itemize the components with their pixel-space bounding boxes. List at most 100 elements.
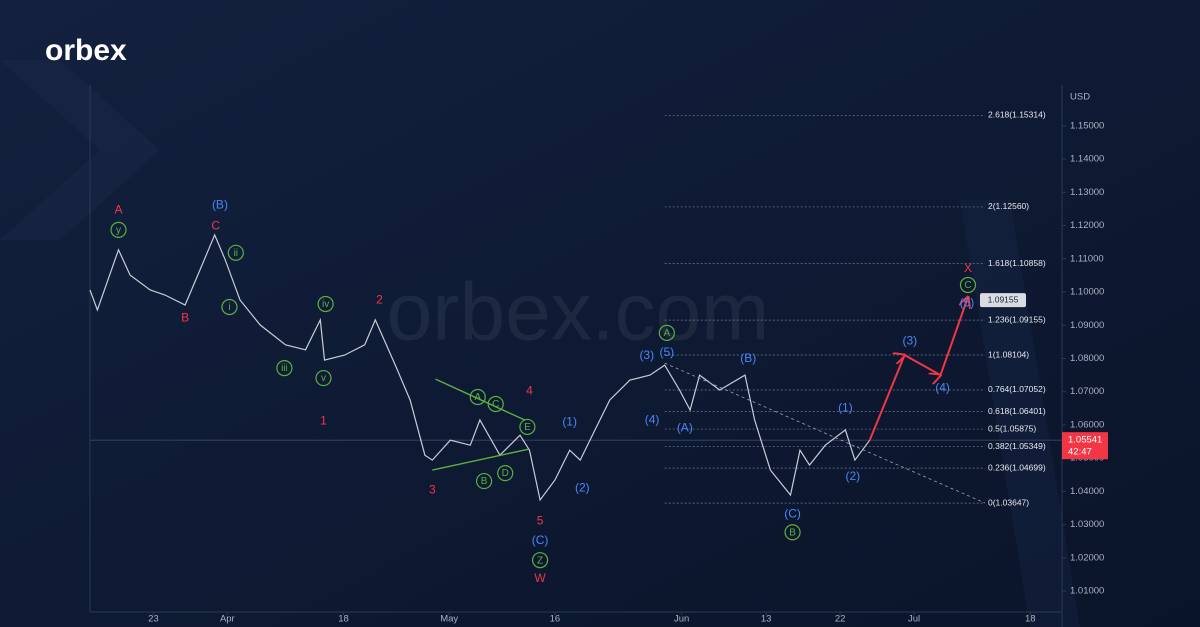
fib-label: 1(1.08104)	[988, 349, 1029, 359]
decor	[0, 60, 160, 240]
wave-circle	[221, 298, 238, 316]
wave-label: A	[115, 203, 123, 217]
wave-label: (4)	[935, 381, 950, 395]
wave-circle	[658, 324, 675, 341]
fib-label: 0.236(1.04699)	[988, 462, 1046, 472]
wave-circle	[110, 221, 127, 238]
wave-label: C	[964, 280, 971, 291]
x-tick-label: 23	[148, 614, 159, 625]
y-tick-label: 1.08000	[1070, 353, 1104, 364]
y-tick-label: 1.03000	[1070, 519, 1104, 530]
wave-label: C	[211, 219, 220, 233]
wave-label: (1)	[562, 415, 577, 429]
x-tick-label: 16	[550, 614, 561, 625]
wave-label: W	[534, 571, 546, 585]
wave-label: B	[181, 311, 189, 325]
wave-circle	[784, 524, 801, 541]
x-tick-label: 22	[835, 614, 846, 625]
wave-circle	[487, 395, 504, 413]
wave-circle	[959, 276, 977, 294]
y-tick-label: 1.07000	[1070, 386, 1104, 397]
x-tick-label: 18	[1025, 614, 1036, 625]
y-tick-label: 1.15000	[1070, 120, 1104, 131]
y-tick-label: 1.02000	[1070, 552, 1104, 563]
wave-circle	[315, 369, 332, 387]
fib-label: 1.618(1.10858)	[988, 258, 1046, 268]
wave-label: ii	[234, 248, 238, 259]
logo: orbex	[45, 34, 127, 67]
y-tick-label: 1.12000	[1070, 220, 1104, 231]
y-tick-label: 1.06000	[1070, 419, 1104, 430]
x-tick-label: 18	[338, 614, 349, 625]
fib-label: 1.236(1.09155)	[988, 314, 1046, 324]
wave-label: (5)	[660, 345, 675, 359]
wave-label: (3)	[639, 348, 654, 362]
wave-label: (B)	[212, 198, 228, 212]
wave-label: iv	[322, 299, 329, 310]
x-tick-label: May	[440, 614, 458, 625]
wave-label: D	[502, 468, 509, 479]
price-tag	[1062, 432, 1108, 460]
y-tick-label: 1.14000	[1070, 154, 1104, 165]
x-tick-label: 13	[761, 614, 772, 625]
watermark: orbex.com	[387, 267, 770, 358]
wave-line	[868, 297, 968, 441]
wave-label: X	[964, 261, 972, 275]
fib-label: 2.618(1.15314)	[988, 110, 1046, 120]
wave-circle	[519, 418, 536, 436]
wave-label: (B)	[740, 351, 756, 365]
fib-label: 0.382(1.05349)	[988, 441, 1046, 451]
wave-circle	[317, 295, 334, 313]
wave-label: A	[474, 392, 481, 403]
wave-label: (4)	[645, 413, 660, 427]
target-tag-label: 1.09155	[988, 294, 1019, 304]
fib-label: 2(1.12560)	[988, 201, 1029, 211]
wave-label: (C)	[784, 507, 801, 521]
wave-label: (2)	[845, 469, 860, 483]
wave-label: 4	[526, 384, 533, 398]
fib-label: 0.5(1.05875)	[988, 423, 1036, 433]
price-line	[89, 233, 871, 502]
y-tick-label: 1.01000	[1070, 586, 1104, 597]
wave-label: (5)	[960, 296, 975, 310]
wave-label: iii	[281, 363, 288, 374]
price-tag-label: 1.05541	[1068, 435, 1102, 446]
wave-label: (1)	[838, 401, 853, 415]
wave-label: i	[228, 302, 230, 313]
wave-circle	[531, 552, 549, 569]
fib-label: 0(1.03647)	[988, 497, 1029, 507]
wave-label: B	[481, 476, 488, 487]
y-tick-label: 1.04000	[1070, 486, 1104, 497]
x-tick-label: Apr	[220, 614, 235, 625]
wave-circle	[276, 360, 293, 377]
y-tick-label: 1.11000	[1070, 253, 1104, 264]
wave-label: A	[664, 328, 671, 339]
wave-label: 2	[376, 293, 383, 307]
countdown: 42:47	[1068, 447, 1092, 458]
wave-label: 5	[537, 514, 544, 528]
wave-circle	[475, 472, 493, 490]
target-tag	[980, 293, 1026, 308]
wave-label: (C)	[532, 533, 549, 547]
y-axis-label: USD	[1070, 92, 1090, 103]
wave-label: y	[116, 225, 121, 236]
wave-label: 3	[429, 483, 436, 497]
wave-line	[664, 362, 986, 504]
wave-label: C	[492, 399, 499, 410]
wave-label: 1	[320, 414, 327, 428]
wave-label: Z	[537, 555, 543, 566]
wave-label: (A)	[677, 421, 693, 435]
y-tick-label: 1.09000	[1070, 320, 1104, 331]
wave-circle	[469, 388, 486, 406]
wave-label: (3)	[903, 334, 918, 348]
wave-circle	[227, 244, 244, 261]
wave-label: E	[524, 422, 531, 433]
wave-line	[432, 448, 529, 471]
y-tick-label: 1.13000	[1070, 187, 1104, 198]
fib-label: 0.764(1.07052)	[988, 384, 1046, 394]
fib-label: 0.618(1.06401)	[988, 406, 1046, 416]
wave-circle	[497, 465, 514, 482]
wave-label: B	[789, 527, 796, 538]
